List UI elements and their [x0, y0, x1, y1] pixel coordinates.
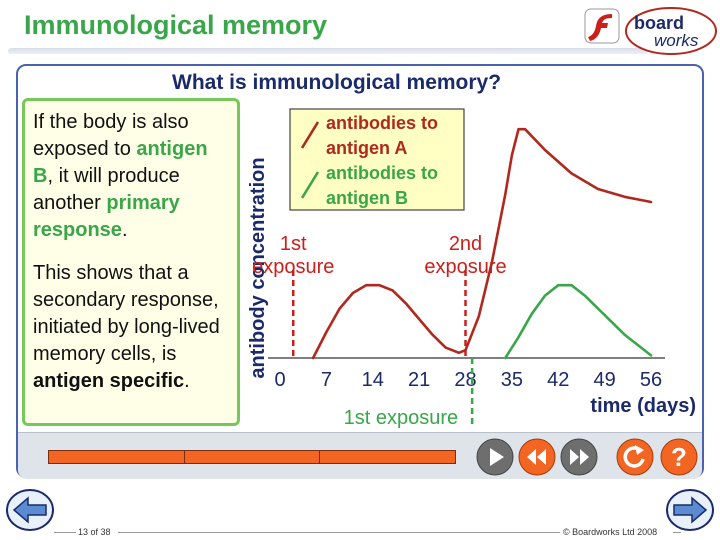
rewind-button[interactable] — [518, 438, 556, 476]
series-line-0 — [311, 127, 653, 360]
title-underline — [8, 48, 648, 54]
boardworks-logo: board works — [625, 7, 717, 55]
x-tick-label-4: 28 — [454, 369, 476, 391]
para1-text-1: If the body is also exposed to — [33, 111, 189, 160]
explanation-paragraph-2: This shows that a secondary response, in… — [33, 260, 229, 395]
chart-legend: antibodies to antigen A antibodies to antig… — [289, 108, 465, 211]
replay-icon — [623, 446, 645, 468]
legend-box — [289, 108, 465, 211]
legend-label-0-line-1: antibodies to — [326, 113, 438, 133]
explanation-textbox: If the body is also exposed to antigen B… — [22, 98, 240, 426]
antibody-chart: antibodies to antigen A antibodies to antig… — [247, 108, 696, 429]
legend-swatch-0 — [300, 121, 320, 149]
x-axis-label: time (days) — [590, 395, 696, 417]
x-tick-label-2: 14 — [362, 369, 384, 391]
footer-rule-right — [673, 532, 681, 533]
x-tick-label-5: 35 — [501, 369, 523, 391]
footer-rule-middle — [118, 532, 560, 533]
legend-swatch-1 — [300, 171, 320, 199]
chart-marks: 0 7 14 21 28 35 42 49 561stexposure2ndexposure1s… — [252, 127, 665, 429]
help-button[interactable]: ? — [660, 438, 698, 476]
para1-highlight-antigen-b: antigen B — [33, 138, 208, 187]
logo-text-board: board — [634, 13, 684, 33]
rewind-icon — [527, 449, 546, 465]
arrow-right-icon — [673, 496, 708, 524]
x-tick-label-3: 21 — [408, 369, 430, 391]
para2-text-1: This shows that a secondary response, in… — [33, 262, 220, 365]
para1-text-3: . — [121, 219, 128, 241]
play-button[interactable] — [476, 438, 514, 476]
para1-text-2: , it will produce another — [33, 165, 180, 214]
legend-label-1-line-2: antigen B — [326, 188, 408, 208]
page-counter: 13 of 38 — [78, 527, 111, 537]
x-tick-label-6: 42 — [547, 369, 569, 391]
previous-slide-button[interactable] — [6, 488, 54, 532]
x-tick-label-0: 0 — [274, 369, 285, 391]
legend-label-0-line-2: antigen A — [326, 138, 407, 158]
exposure-marker-label-2-a: 1st exposure — [344, 407, 459, 429]
page-title: Immunological memory — [24, 10, 328, 40]
replay-button[interactable] — [616, 438, 654, 476]
animation-timeline[interactable] — [48, 450, 456, 464]
footer-rule-left — [54, 532, 76, 533]
para2-highlight-antigen-specific: antigen specific — [33, 370, 185, 392]
timeline-segment-3[interactable] — [320, 451, 455, 463]
logo-text-works: works — [654, 31, 699, 50]
arrow-left-icon — [12, 496, 47, 524]
exposure-marker-label-1-a: 2nd — [449, 233, 482, 255]
series-line-1 — [504, 283, 653, 360]
x-tick-label-8: 56 — [640, 369, 662, 391]
flash-icon[interactable] — [584, 8, 620, 44]
play-icon — [490, 448, 504, 466]
timeline-segment-2[interactable] — [185, 451, 321, 463]
x-tick-label-7: 49 — [594, 369, 616, 391]
para2-text-2: . — [184, 370, 190, 392]
copyright: © Boardworks Ltd 2008 — [563, 527, 658, 537]
fast-forward-button[interactable] — [560, 438, 598, 476]
next-slide-button[interactable] — [666, 488, 714, 532]
slide-heading: What is immunological memory? — [172, 71, 502, 94]
para1-highlight-primary-response: primary response — [33, 192, 180, 241]
explanation-paragraph-1: If the body is also exposed to antigen B… — [33, 109, 229, 244]
legend-label-1-line-1: antibodies to — [326, 163, 438, 183]
exposure-marker-label-0-a: 1st — [280, 233, 307, 255]
exposure-marker-label-0-b: exposure — [252, 256, 334, 278]
timeline-segment-1[interactable] — [49, 451, 185, 463]
exposure-marker-label-1-b: exposure — [424, 256, 506, 278]
x-tick-label-1: 7 — [321, 369, 332, 391]
y-axis-label: antibody concentration — [247, 157, 269, 378]
help-icon: ? — [671, 442, 687, 472]
fast-forward-icon — [570, 449, 589, 465]
